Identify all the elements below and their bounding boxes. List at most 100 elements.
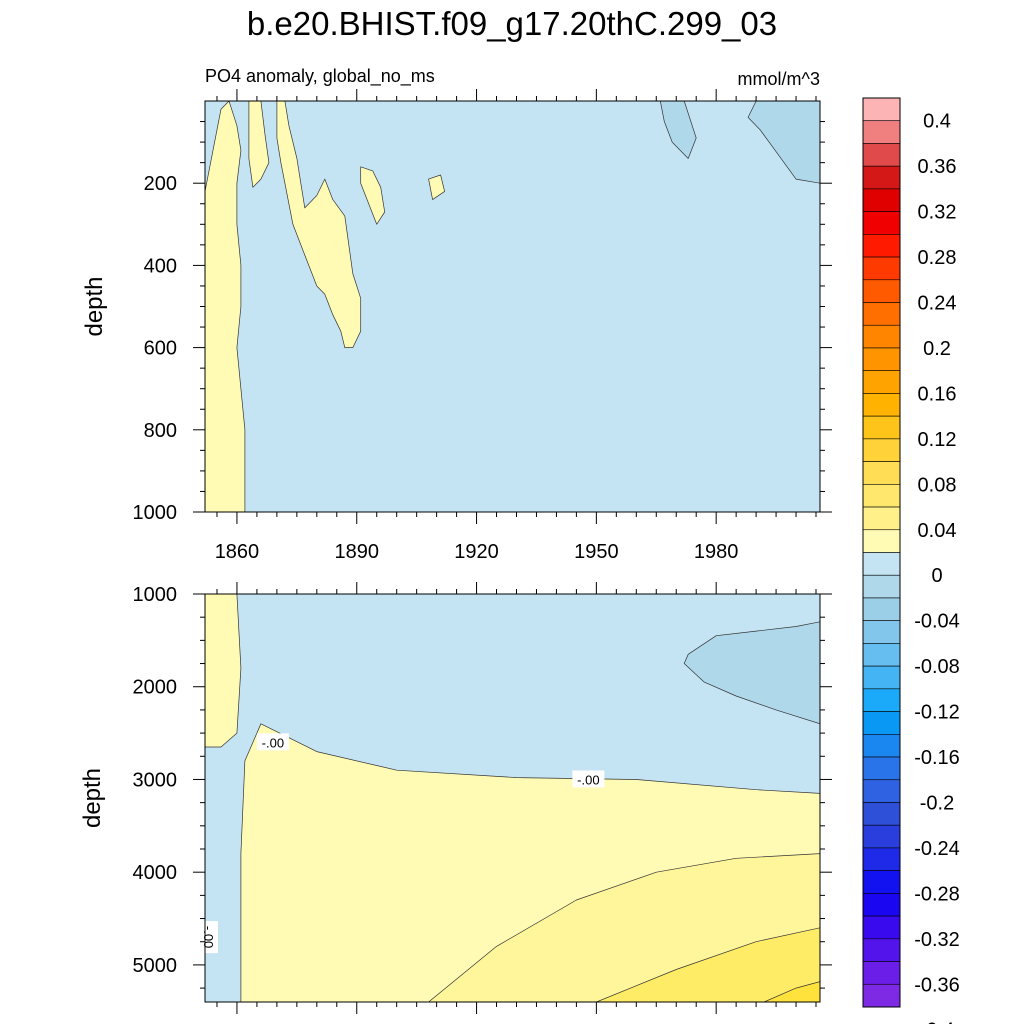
contour-regions [205,594,820,1002]
colorbar-label: 0.08 [918,474,957,496]
colorbar: 0.4 0.36 0.32 0.28 0.24 0.2 0.16 0.12 0.08 0.04 0 -… [862,97,960,1024]
colorbar-label: 0.4 [923,111,951,133]
colorbar-label: -0.2 [920,792,954,814]
contour-region [360,166,386,225]
y-tick-label: 200 [144,173,177,195]
colorbar-swatch [862,574,901,599]
colorbar-swatch [862,120,901,144]
colorbar-swatch [862,438,901,462]
contour-label: -.00 [200,921,218,954]
contour-region [276,101,362,348]
colorbar-label: 0.24 [918,293,957,315]
upper-contour-panel: 1860 1890 1920 1950 1980 200 400 600 800 1000 dept… [81,89,832,563]
contour-label: -.00 [256,733,289,751]
colorbar-label: -0.16 [914,747,960,769]
colorbar-frame [862,97,901,1008]
colorbar-label: -0.32 [914,929,960,951]
colorbar-swatch [862,302,901,326]
colorbar-swatch [862,756,901,781]
colorbar-swatch [862,620,901,644]
colorbar-swatch [862,234,901,258]
colorbar-swatch [862,256,901,281]
contour-label: -.00 [572,770,605,788]
colorbar-label: 0 [931,565,942,587]
contour-region [763,981,820,1002]
colorbar-label: 0.28 [918,247,957,269]
contour-label-text: -.00 [262,735,284,750]
colorbar-swatch [862,188,901,212]
colorbar-swatch [862,97,901,122]
colorbar-swatch [862,143,901,167]
colorbar-label: 0.36 [918,156,957,178]
colorbar-swatch [862,870,901,894]
colorbar-label: 0.16 [918,383,957,405]
plot-background [205,101,820,512]
colorbar-swatch [862,529,901,553]
contour-region [659,101,697,159]
colorbar-swatch [862,733,901,758]
colorbar-swatch [862,370,901,394]
colorbar-swatch [862,393,901,417]
y-tick-label: 600 [144,338,177,360]
colorbar-label: -0.28 [914,883,960,905]
contour-label-bg [572,770,605,788]
colorbar-label: -0.04 [914,611,960,633]
colorbar-label: 0.12 [918,429,957,451]
colorbar-label: 0.2 [923,338,951,360]
colorbar-swatch [862,779,901,803]
colorbar-swatch [862,597,901,621]
contour-region [747,101,820,184]
colorbar-swatch [862,415,901,440]
contour-label-text: -.00 [577,772,599,787]
y-tick-label: 1000 [133,584,178,606]
x-tick-label: 1980 [694,541,739,563]
y-tick-label: 800 [144,420,177,442]
colorbar-label: -0.08 [914,656,960,678]
contour-region [248,101,270,188]
colorbar-swatch [862,915,901,940]
contour-regions [205,101,820,512]
colorbar-swatch [862,893,901,917]
colorbar-swatch [862,165,901,190]
colorbar-swatch [862,506,901,531]
y-tick-label: 1000 [133,502,178,524]
x-tick-label: 1920 [454,541,499,563]
colorbar-label: -0.12 [914,702,960,724]
colorbar-label: 0.04 [918,520,957,542]
colorbar-swatch [862,847,901,871]
contour-label-bg [256,733,289,751]
colorbar-swatch [862,983,901,1008]
subtitle-left: PO4 anomaly, global_no_ms [205,66,435,87]
colorbar-label: 0.32 [918,202,957,224]
colorbar-label: -0.36 [914,974,960,996]
colorbar-swatch [862,665,901,690]
contour-region [596,927,820,1002]
y-tick-label: 5000 [133,955,178,977]
lower-contour-panel: -.00 -.00 -.00 1000 2000 3000 4000 5000 depth [79,582,832,1014]
y-axis-label: depth [81,276,108,336]
contour-region [683,621,820,725]
x-tick-label: 1950 [574,541,619,563]
contour-region [205,101,246,512]
subtitle-right: mmol/m^3 [738,69,820,89]
colorbar-swatch [862,938,901,962]
x-tick-label: 1860 [215,541,260,563]
y-axis-label: depth [79,768,106,828]
colorbar-swatch [862,211,901,235]
colorbar-swatch [862,484,901,508]
chart-title: b.e20.BHIST.f09_g17.20thC.299_03 [247,5,777,42]
contour-region [428,174,445,200]
y-tick-label: 4000 [133,862,178,884]
y-tick-label: 3000 [133,769,178,791]
contour-label-text: -.00 [201,926,216,948]
colorbar-swatch [862,961,901,985]
colorbar-swatch [862,552,901,576]
colorbar-swatch [862,711,901,735]
y-tick-label: 2000 [133,677,178,699]
x-tick-label: 1890 [335,541,380,563]
colorbar-swatch [862,347,901,372]
colorbar-swatch [862,824,901,849]
colorbar-swatch [862,324,901,349]
colorbar-label: -0.24 [914,838,960,860]
